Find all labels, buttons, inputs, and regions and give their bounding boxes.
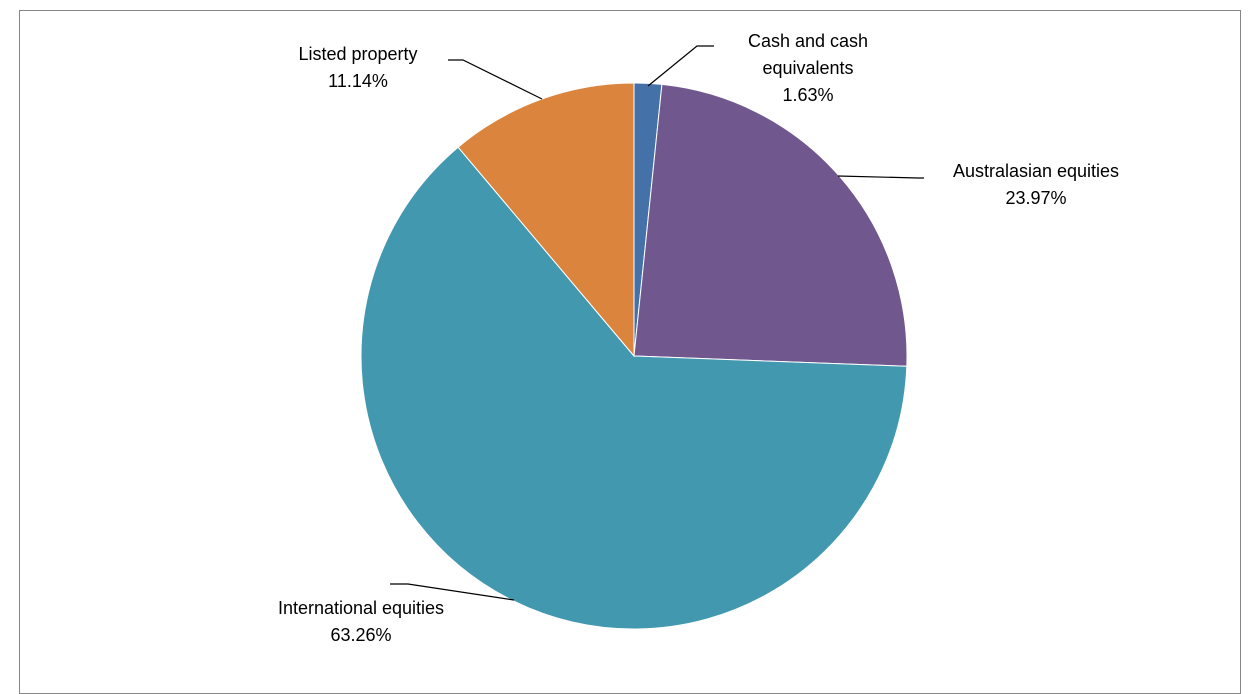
leader-line-international-equities <box>390 583 515 601</box>
leader-line-cash-and-cash-equivalents <box>647 45 714 87</box>
data-label-category: Australasian equities <box>953 161 1119 181</box>
data-label-australasian-equities: Australasian equities 23.97% <box>953 161 1119 208</box>
data-label-international-equities: International equities 63.26% <box>278 598 444 645</box>
pie-slice-listed-property <box>457 82 635 358</box>
data-label-category: Cash and cash <box>748 31 868 51</box>
data-label-value: 63.26% <box>330 625 391 645</box>
pie-slice-australasian-equities <box>633 83 908 367</box>
slices-layer <box>360 82 908 630</box>
data-label-value: 11.14% <box>328 71 388 91</box>
leader-line-australasian-equities <box>837 175 924 179</box>
labels-layer: Cash and cash equivalents 1.63% Australasia… <box>278 31 1119 645</box>
data-label-category: International equities <box>278 598 444 618</box>
data-label-listed-property: Listed property 11.14% <box>298 44 417 91</box>
leader-lines-layer <box>390 45 924 601</box>
pie-slice-international-equities <box>360 146 908 630</box>
data-label-category: equivalents <box>762 58 853 78</box>
data-label-cash-and-cash-equivalents: Cash and cash equivalents 1.63% <box>748 31 868 105</box>
data-label-category: Listed property <box>298 44 417 64</box>
data-label-value: 23.97% <box>1005 188 1066 208</box>
data-label-value: 1.63% <box>782 85 833 105</box>
leader-line-listed-property <box>448 59 543 100</box>
